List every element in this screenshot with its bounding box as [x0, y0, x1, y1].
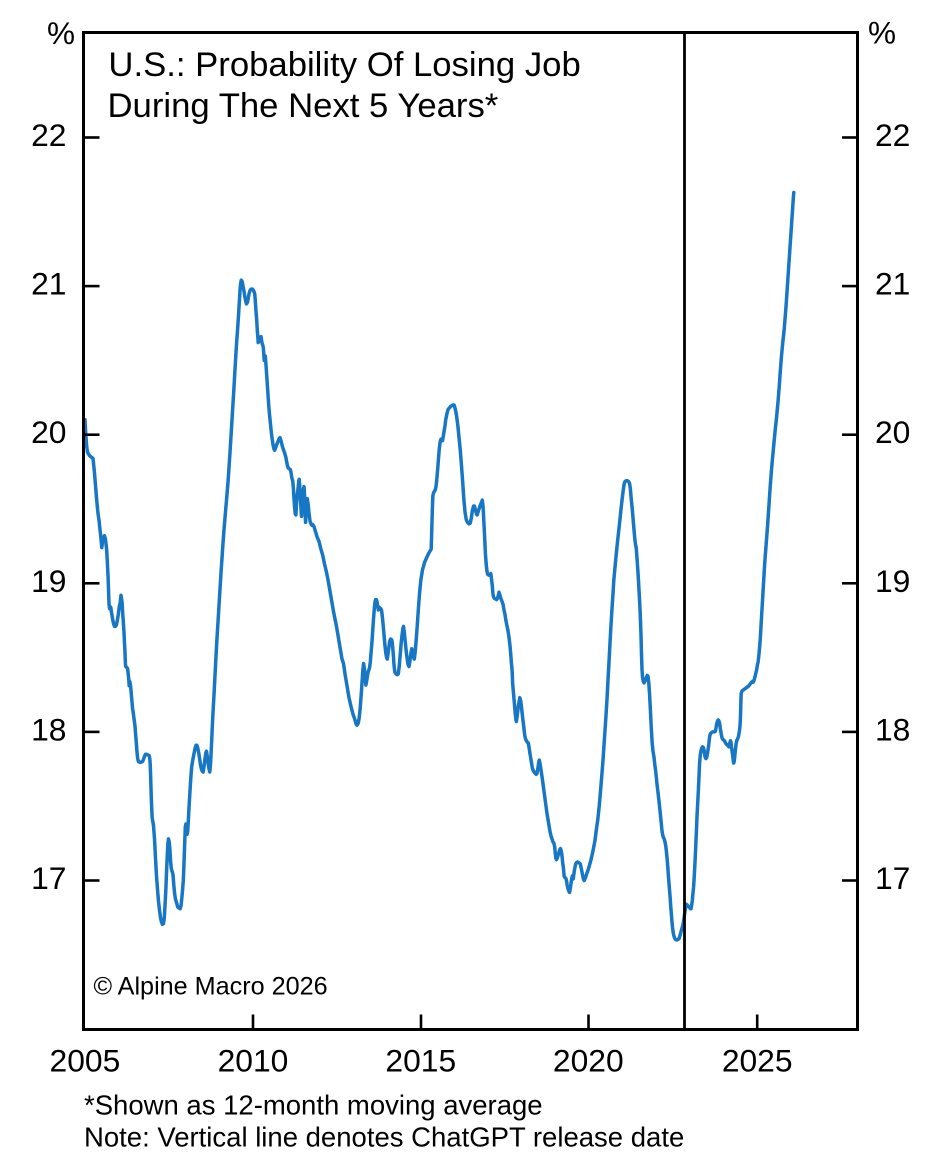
- svg-text:18: 18: [875, 711, 910, 747]
- svg-text:19: 19: [31, 563, 66, 599]
- svg-text:20: 20: [31, 414, 66, 450]
- svg-text:© Alpine Macro 2026: © Alpine Macro 2026: [94, 973, 328, 1001]
- svg-text:21: 21: [875, 266, 910, 302]
- svg-text:U.S.: Probability Of Losing Jo: U.S.: Probability Of Losing Job: [108, 46, 580, 84]
- svg-text:19: 19: [875, 563, 910, 599]
- svg-text:2020: 2020: [553, 1043, 624, 1079]
- svg-text:22: 22: [31, 117, 66, 153]
- svg-text:*Shown as 12-month moving aver: *Shown as 12-month moving average: [84, 1090, 543, 1121]
- svg-text:18: 18: [31, 711, 66, 747]
- svg-text:Note: Vertical line denotes Ch: Note: Vertical line denotes ChatGPT rele…: [84, 1122, 684, 1153]
- svg-text:22: 22: [875, 117, 910, 153]
- svg-text:2015: 2015: [385, 1043, 456, 1079]
- svg-text:2010: 2010: [218, 1043, 289, 1079]
- svg-text:17: 17: [31, 860, 66, 896]
- svg-text:20: 20: [875, 414, 910, 450]
- svg-text:%: %: [47, 15, 75, 51]
- svg-text:2005: 2005: [50, 1043, 121, 1079]
- svg-text:2025: 2025: [722, 1043, 793, 1079]
- svg-text:During The Next 5 Years*: During The Next 5 Years*: [108, 87, 499, 125]
- svg-text:%: %: [868, 15, 896, 51]
- svg-text:21: 21: [31, 266, 66, 302]
- svg-text:17: 17: [875, 860, 910, 896]
